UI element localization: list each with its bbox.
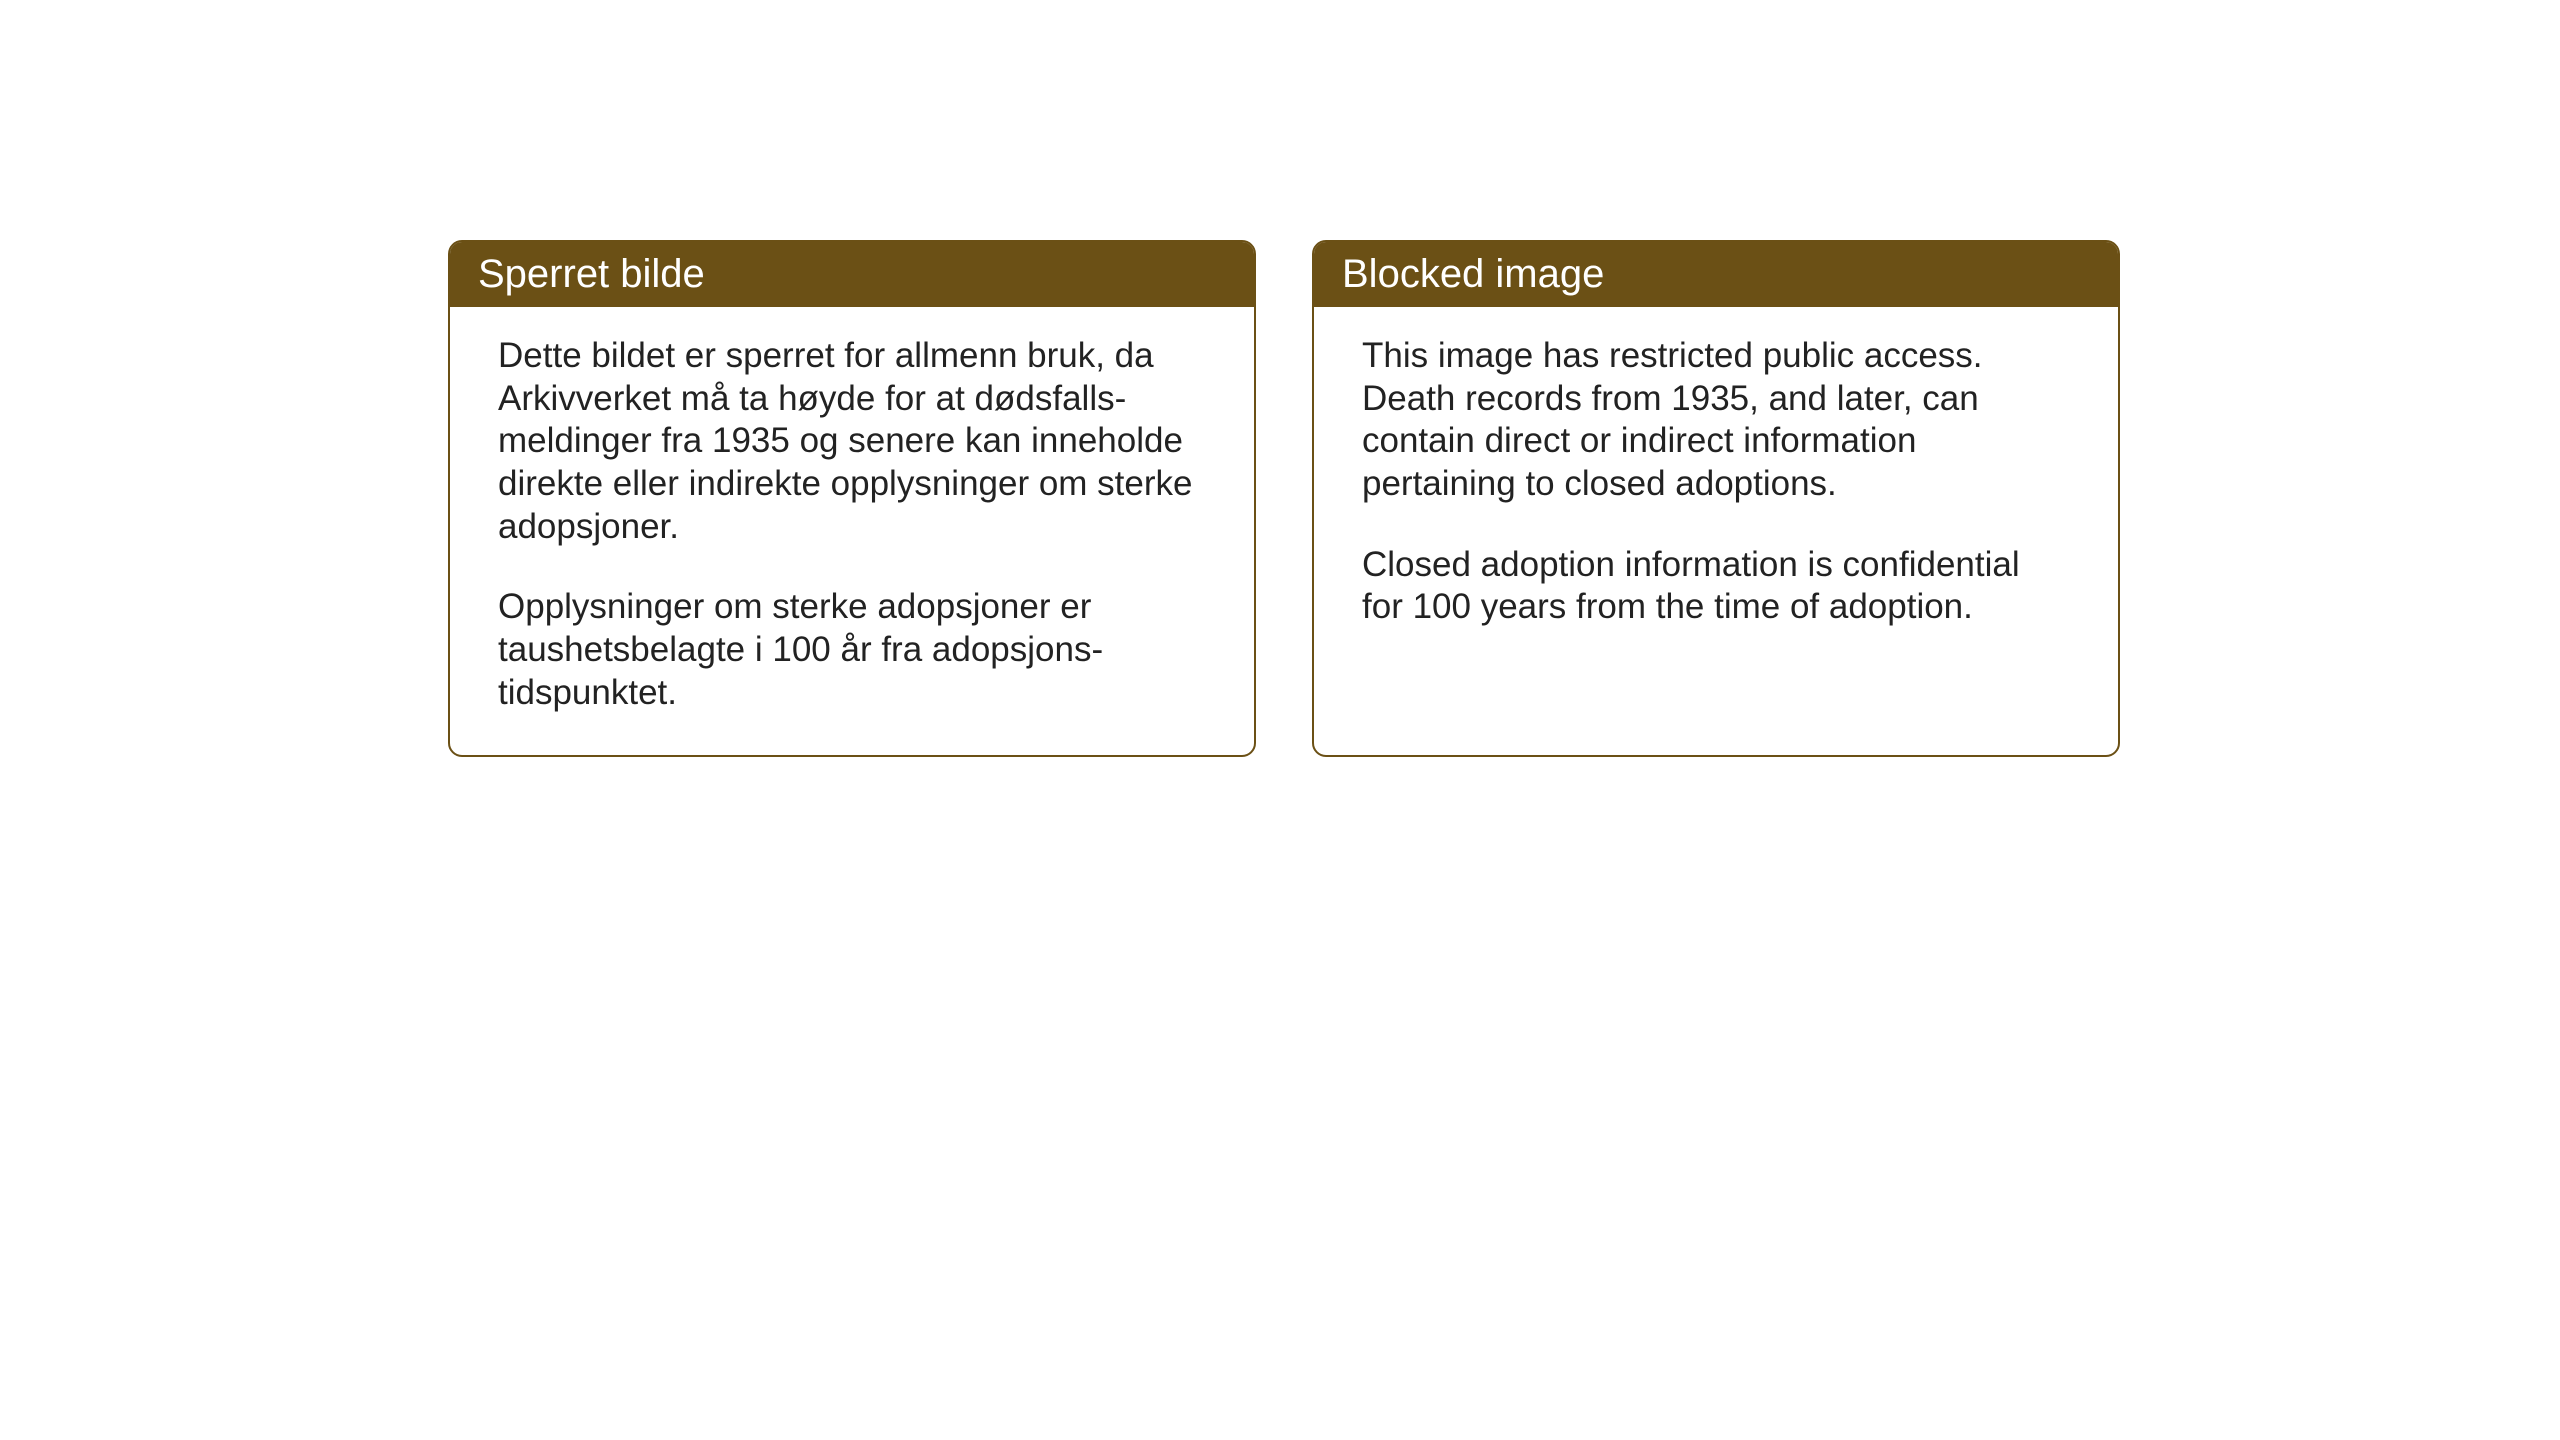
notice-header-norwegian: Sperret bilde (450, 242, 1254, 307)
notice-title-english: Blocked image (1342, 252, 1604, 296)
notice-paragraph-2-norwegian: Opplysninger om sterke adopsjoner er tau… (498, 586, 1206, 714)
notice-container: Sperret bilde Dette bildet er sperret fo… (448, 240, 2120, 757)
notice-body-norwegian: Dette bildet er sperret for allmenn bruk… (450, 307, 1254, 755)
notice-header-english: Blocked image (1314, 242, 2118, 307)
notice-card-english: Blocked image This image has restricted … (1312, 240, 2120, 757)
notice-title-norwegian: Sperret bilde (478, 252, 705, 296)
notice-paragraph-1-english: This image has restricted public access.… (1362, 335, 2070, 506)
notice-paragraph-2-english: Closed adoption information is confident… (1362, 544, 2070, 629)
notice-paragraph-1-norwegian: Dette bildet er sperret for allmenn bruk… (498, 335, 1206, 548)
notice-card-norwegian: Sperret bilde Dette bildet er sperret fo… (448, 240, 1256, 757)
notice-body-english: This image has restricted public access.… (1314, 307, 2118, 749)
